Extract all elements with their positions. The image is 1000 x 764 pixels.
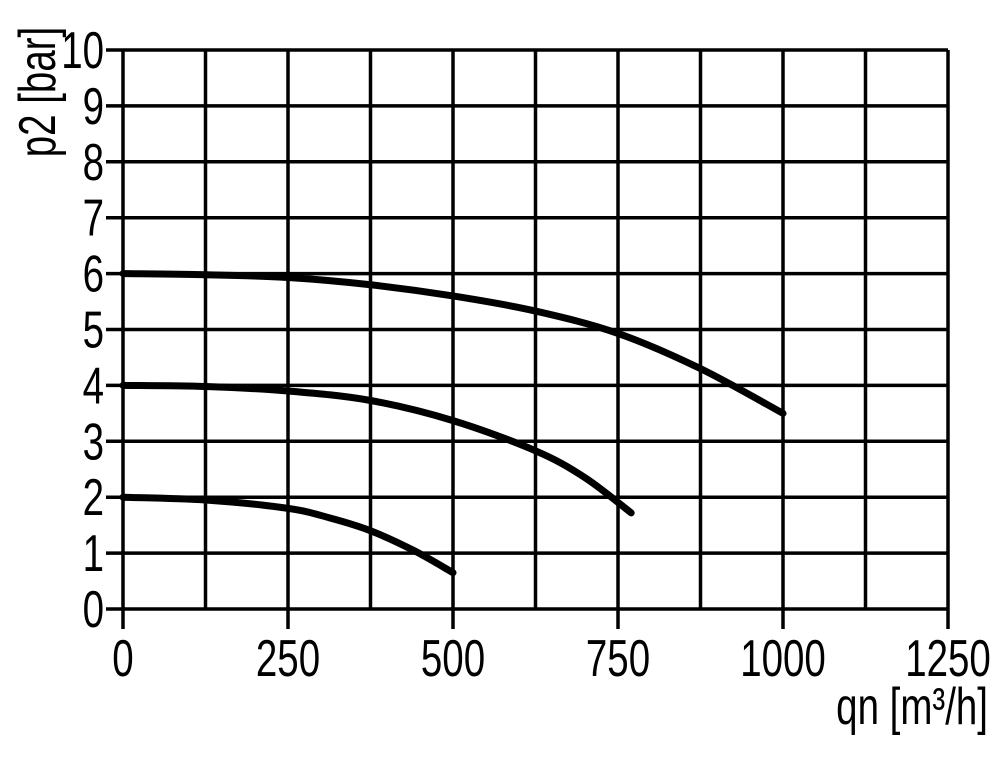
x-tick-label: 500 <box>421 629 485 687</box>
y-tick-label: 9 <box>83 77 104 135</box>
x-tick-label: 1250 <box>905 629 991 687</box>
middle-curve <box>119 381 635 517</box>
x-tick-label: 250 <box>256 629 320 687</box>
upper-curve <box>119 270 787 417</box>
lower-curve <box>119 493 457 577</box>
y-tick-label: 7 <box>83 189 104 247</box>
x-tick-label: 0 <box>112 629 133 687</box>
y-tick-label: 8 <box>83 133 104 191</box>
y-tick-label: 10 <box>61 21 104 79</box>
x-tick-label: 750 <box>586 629 650 687</box>
y-tick-label: 5 <box>83 301 104 359</box>
y-tick-label: 6 <box>83 245 104 303</box>
y-tick-label: 2 <box>83 469 104 527</box>
x-tick-label: 1000 <box>740 629 826 687</box>
y-tick-label: 0 <box>83 580 104 638</box>
x-axis-title: qn [m³/h] <box>836 677 988 735</box>
y-axis-title: p2 [bar] <box>8 27 66 157</box>
y-tick-label: 1 <box>83 524 104 582</box>
y-tick-label: 4 <box>83 357 104 415</box>
y-tick-label: 3 <box>83 413 104 471</box>
